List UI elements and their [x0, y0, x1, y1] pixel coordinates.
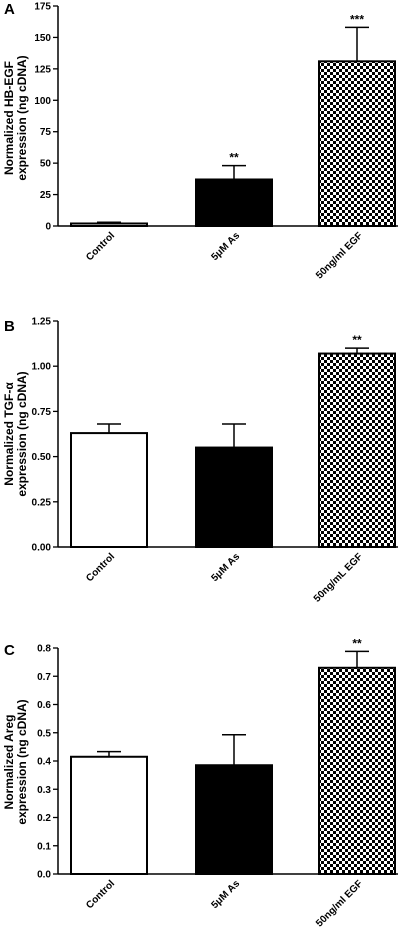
bar: [195, 446, 273, 548]
category-label: Control: [84, 230, 117, 263]
bar: [195, 178, 273, 228]
y-tick-label: 0.6: [37, 700, 51, 711]
category-label: 5μM As: [209, 230, 242, 263]
bar: [70, 222, 148, 228]
y-tick-label: 175: [34, 2, 51, 13]
panel-letter: B: [4, 318, 15, 335]
significance-label: ***: [350, 12, 364, 26]
y-tick-label: 0.75: [32, 407, 52, 418]
bar: [195, 764, 273, 875]
category-label: 50ng/ml EGF: [314, 230, 365, 281]
y-axis-label-line: Normalized HB-EGF: [2, 61, 16, 175]
bar: [70, 755, 148, 876]
y-axis-label: Normalized Aregexpression (ng cDNA): [2, 699, 29, 824]
y-axis-label-line: expression (ng cDNA): [15, 55, 29, 180]
bar: [318, 666, 396, 876]
category-label: 50ng/ml EGF: [314, 878, 365, 929]
category-label: 5μM As: [209, 551, 242, 584]
y-axis-label-line: expression (ng cDNA): [15, 371, 29, 496]
y-tick-label: 0.50: [32, 452, 52, 463]
y-tick-label: 0.4: [37, 757, 51, 768]
y-tick-label: 0.1: [37, 841, 51, 852]
y-tick-label: 0.7: [37, 672, 51, 683]
category-label: 50ng/mL EGF: [312, 551, 365, 604]
significance-label: **: [352, 333, 362, 347]
category-label: Control: [84, 551, 117, 584]
panel-letter: C: [4, 642, 15, 659]
y-axis-label-line: expression (ng cDNA): [15, 699, 29, 824]
y-tick-label: 150: [34, 33, 51, 44]
y-tick-label: 1.25: [32, 317, 52, 328]
y-tick-label: 1.00: [32, 362, 52, 373]
y-axis-label-line: Normalized Areg: [2, 715, 16, 810]
panel-letter: A: [4, 1, 15, 18]
y-tick-label: 0.2: [37, 813, 51, 824]
y-tick-label: 100: [34, 96, 51, 107]
significance-label: **: [352, 636, 362, 650]
y-axis-label-line: Normalized TGF-α: [2, 382, 16, 486]
y-tick-label: 0.25: [32, 497, 52, 508]
y-tick-label: 50: [40, 159, 52, 170]
y-tick-label: 25: [40, 190, 52, 201]
y-tick-label: 0.5: [37, 728, 51, 739]
y-tick-label: 0.3: [37, 785, 51, 796]
y-tick-label: 0.00: [32, 543, 52, 554]
bar: [318, 60, 396, 227]
y-tick-label: 0.8: [37, 644, 51, 655]
y-tick-label: 0: [45, 222, 51, 233]
y-tick-label: 75: [40, 127, 52, 138]
significance-label: **: [229, 151, 239, 165]
y-tick-label: 0.0: [37, 870, 51, 881]
bar: [70, 432, 148, 549]
category-label: Control: [84, 878, 117, 911]
bar: [318, 352, 396, 548]
y-axis-label: Normalized TGF-αexpression (ng cDNA): [2, 371, 29, 496]
y-tick-label: 125: [34, 64, 51, 75]
category-label: 5μM As: [209, 878, 242, 911]
y-axis-label: Normalized HB-EGFexpression (ng cDNA): [2, 55, 29, 180]
